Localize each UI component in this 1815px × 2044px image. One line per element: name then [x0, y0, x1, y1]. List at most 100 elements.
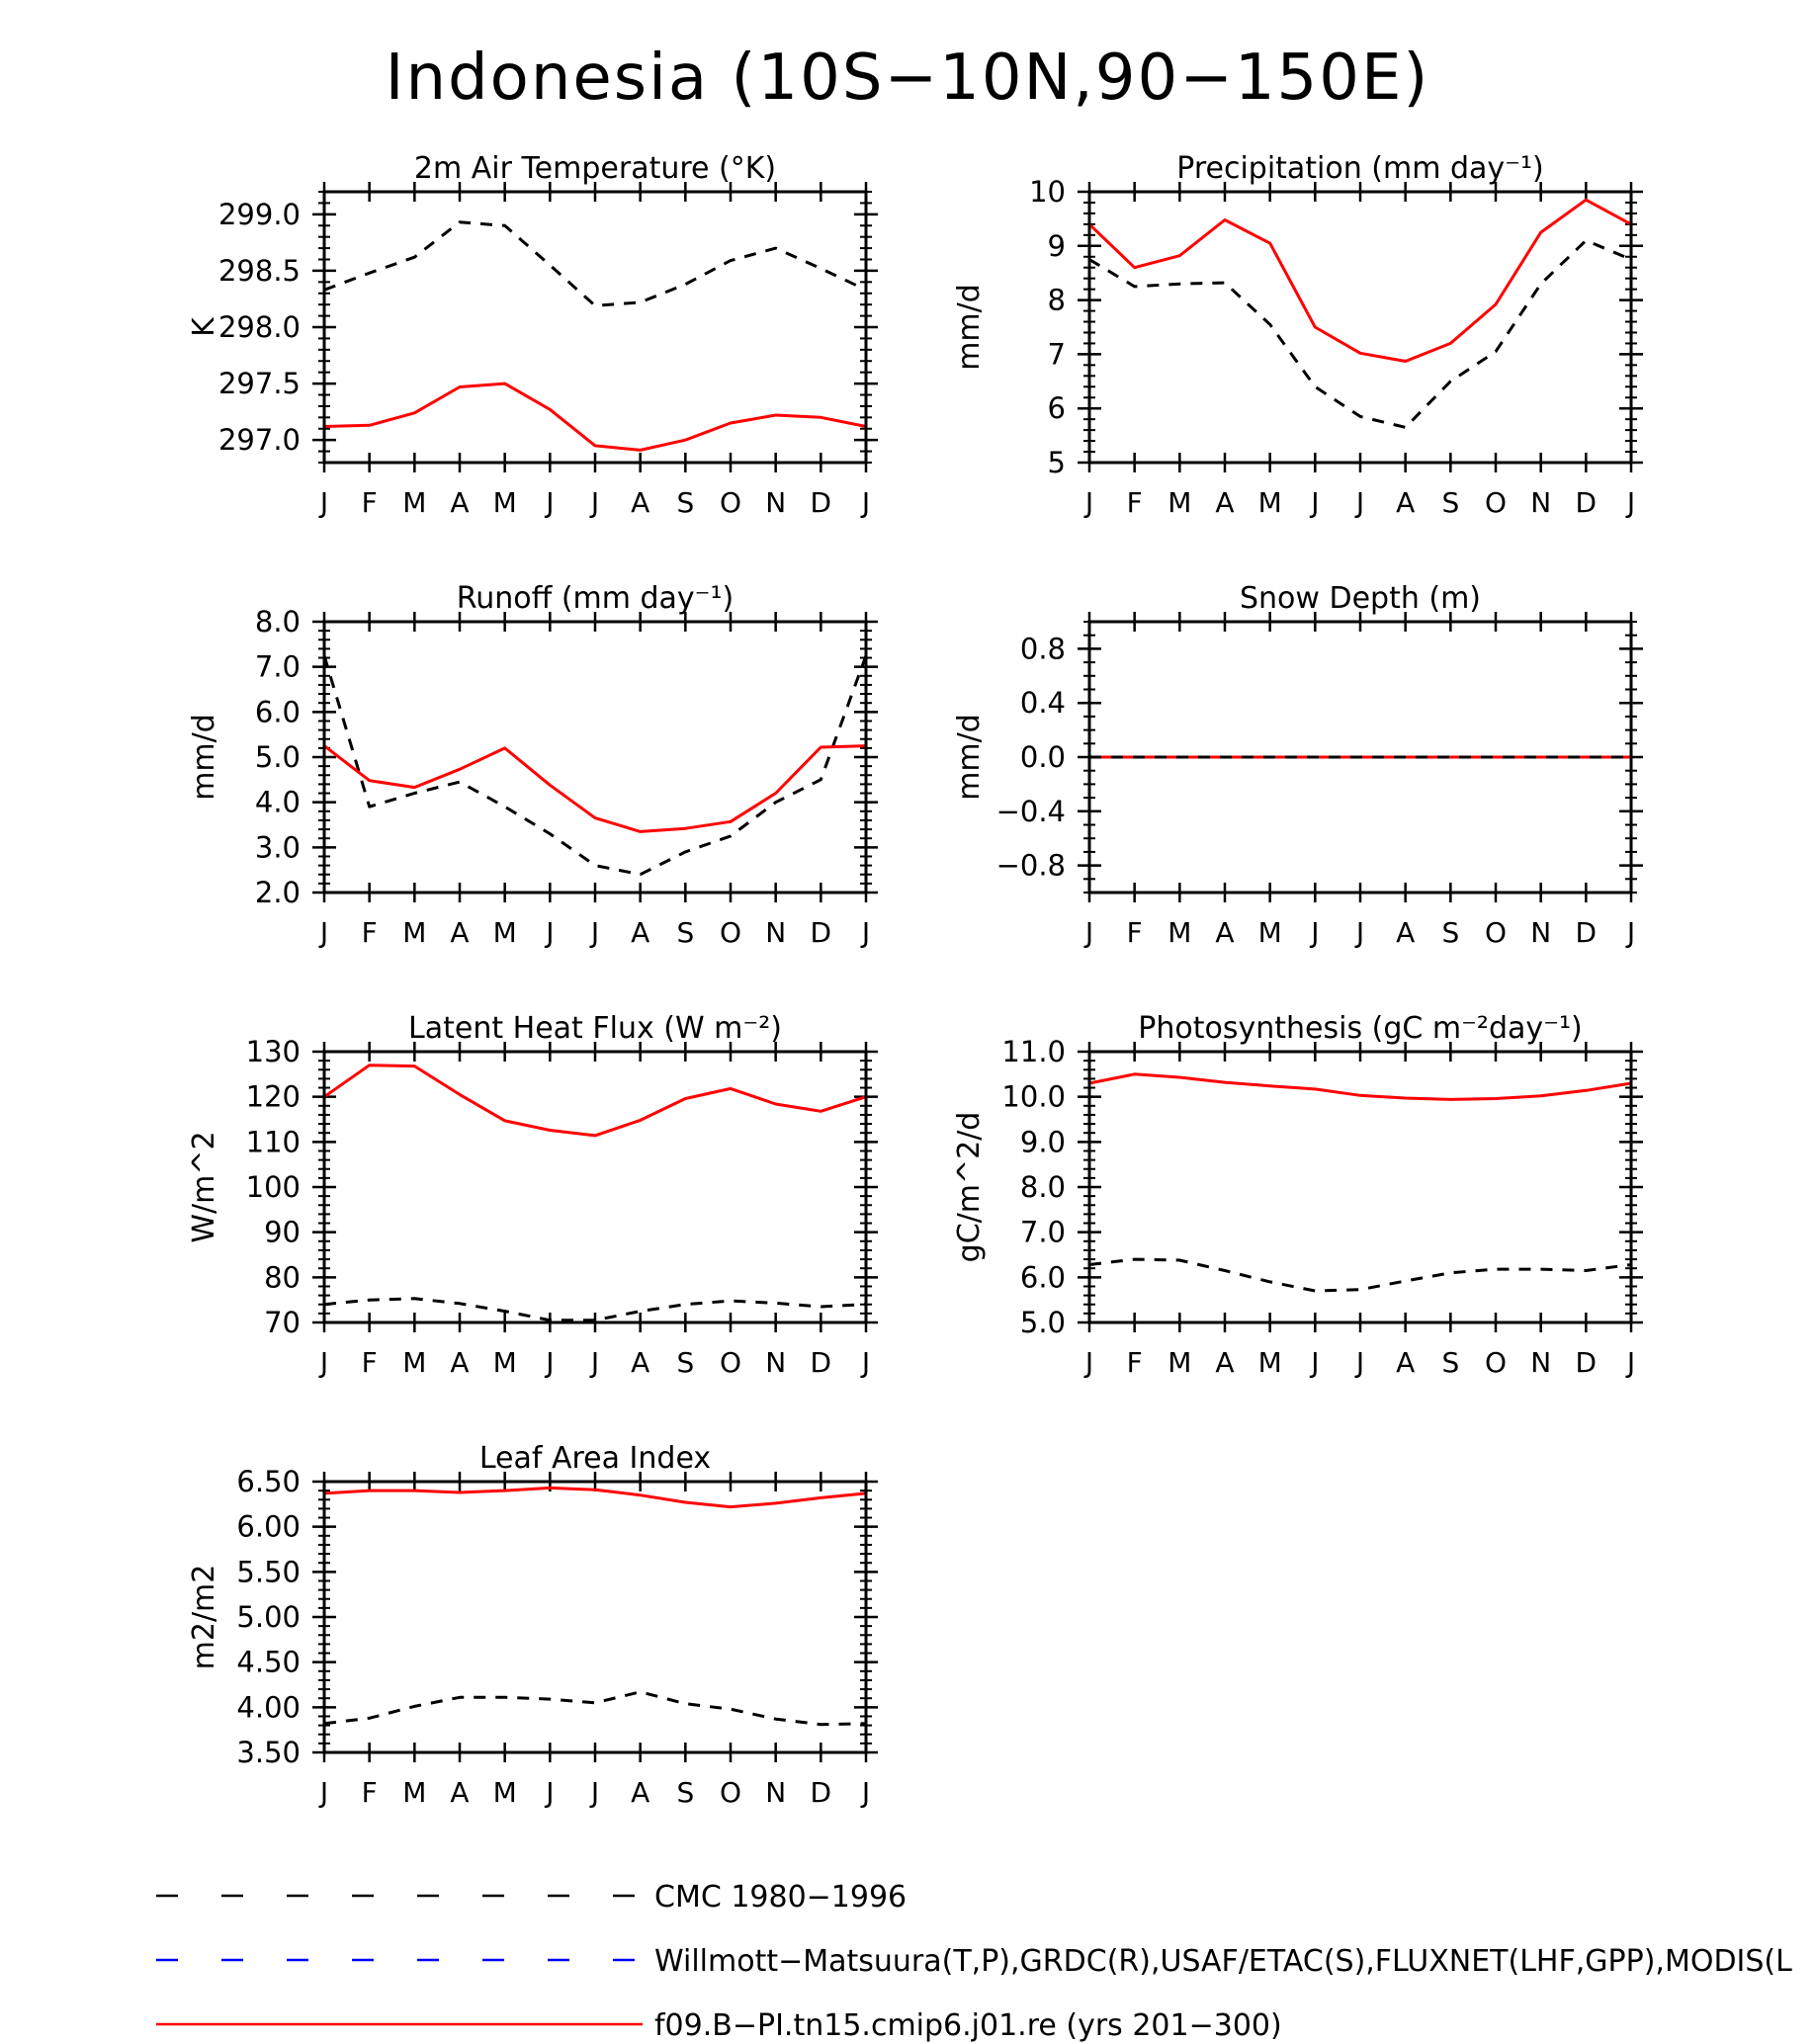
chart-title: Latent Heat Flux (W m⁻²): [408, 1011, 782, 1046]
y-tick-label: 6: [1048, 391, 1066, 425]
chart-title: Snow Depth (m): [1240, 581, 1481, 616]
x-tick-label: F: [362, 486, 378, 519]
y-tick-label: 2.0: [255, 876, 301, 909]
y-tick-label: 100: [246, 1170, 301, 1204]
chart-panel-3: Runoff (mm day⁻¹)mm/dJ F M A M J J A S O N D J2.03.0…: [187, 581, 878, 949]
y-tick-label: 4.50: [236, 1646, 301, 1679]
x-tick-label: O: [720, 1776, 741, 1809]
y-tick-label: 0.0: [1020, 740, 1066, 774]
x-tick-label: J: [589, 1776, 599, 1809]
x-tick-label: M: [402, 1346, 426, 1379]
x-tick-label: O: [1485, 1346, 1507, 1379]
y-axis-label: K: [187, 316, 221, 337]
y-tick-label: 5.00: [236, 1600, 301, 1634]
x-tick-label: S: [1441, 486, 1459, 519]
y-tick-label: 130: [246, 1035, 301, 1068]
y-tick-label: 110: [246, 1125, 301, 1158]
x-tick-label: J: [589, 916, 599, 949]
y-tick-label: 297.5: [218, 367, 301, 400]
y-tick-label: 3.50: [236, 1736, 301, 1769]
x-tick-label: M: [1167, 1346, 1191, 1379]
x-tick-label: D: [1576, 486, 1598, 519]
x-tick-label: F: [1127, 486, 1143, 519]
x-tick-label: J: [589, 486, 599, 519]
x-tick-label: A: [450, 1346, 469, 1379]
x-tick-label: O: [720, 486, 741, 519]
x-tick-label: F: [1127, 1346, 1143, 1379]
x-tick-label: A: [450, 486, 469, 519]
y-tick-label: 4.0: [255, 786, 301, 819]
x-tick-label: J: [318, 486, 328, 519]
series-line-model: [1088, 1072, 1632, 1101]
x-tick-label: F: [362, 1776, 378, 1809]
plot-frame: [322, 620, 868, 894]
y-tick-label: 299.0: [218, 198, 301, 231]
y-tick-label: 6.0: [255, 695, 301, 728]
y-tick-label: 297.0: [218, 423, 301, 457]
y-tick-label: 9: [1048, 229, 1066, 263]
y-tick-label: 70: [264, 1306, 301, 1339]
x-tick-label: S: [1441, 1346, 1459, 1379]
series-line-model: [323, 1064, 867, 1138]
series-line-model: [323, 1486, 867, 1509]
x-tick-label: M: [402, 916, 426, 949]
chart-title: Photosynthesis (gC m⁻²day⁻¹): [1138, 1011, 1582, 1046]
x-tick-label: A: [450, 916, 469, 949]
y-tick-label: 90: [264, 1216, 301, 1249]
x-tick-label: A: [631, 916, 649, 949]
y-tick-label: 0.4: [1020, 686, 1066, 720]
x-tick-label: A: [631, 1776, 649, 1809]
y-tick-label: 7: [1048, 337, 1066, 371]
y-tick-label: 9.0: [1020, 1125, 1066, 1158]
chart-panel-4: Snow Depth (m)mm/dJ F M A M J J A S O N D J−0.8−0.40…: [952, 581, 1643, 949]
x-tick-label: O: [1485, 916, 1507, 949]
x-tick-label: J: [318, 1776, 328, 1809]
y-tick-label: −0.4: [996, 795, 1066, 828]
plot-frame: [322, 1050, 868, 1324]
chart-panel-5: Latent Heat Flux (W m⁻²)W/m^2J F M A M J J A S O N…: [187, 1011, 878, 1379]
chart-title: Leaf Area Index: [479, 1441, 711, 1476]
y-axis-label: mm/d: [952, 284, 987, 371]
x-tick-label: A: [450, 1776, 469, 1809]
x-tick-label: D: [811, 1776, 832, 1809]
x-tick-label: N: [765, 916, 786, 949]
x-tick-label: D: [811, 1346, 832, 1379]
x-tick-label: J: [1309, 916, 1319, 949]
legend: CMC 1980−1996 Willmott−Matsuura(T,P),GRD…: [156, 1880, 1792, 2043]
x-tick-label: N: [765, 486, 786, 519]
series-line-model: [1087, 198, 1632, 363]
x-tick-label: A: [1396, 1346, 1415, 1379]
plot-frame: [322, 1480, 868, 1754]
x-tick-label: J: [1309, 486, 1319, 519]
x-tick-label: O: [720, 916, 741, 949]
x-tick-label: J: [860, 486, 870, 519]
series-line-cmc: [323, 1297, 867, 1322]
x-tick-label: J: [1083, 486, 1093, 519]
x-tick-label: N: [1530, 486, 1551, 519]
y-tick-label: 298.5: [218, 254, 301, 288]
x-tick-label: J: [1083, 916, 1093, 949]
x-tick-label: N: [765, 1776, 786, 1809]
x-tick-label: S: [676, 916, 694, 949]
x-tick-label: M: [1258, 486, 1282, 519]
y-tick-label: 3.0: [255, 830, 301, 864]
x-tick-label: F: [362, 1346, 378, 1379]
series-line-cmc: [323, 1690, 867, 1727]
x-tick-label: J: [1625, 486, 1635, 519]
x-tick-label: J: [544, 486, 554, 519]
y-tick-label: 5.50: [236, 1555, 301, 1588]
x-tick-label: M: [493, 916, 517, 949]
plot-frame: [322, 190, 868, 465]
x-tick-label: J: [1625, 1346, 1635, 1379]
x-tick-label: J: [318, 1346, 328, 1379]
plot-frame: [1087, 190, 1633, 465]
x-tick-label: A: [1396, 486, 1415, 519]
x-tick-label: J: [860, 1346, 870, 1379]
x-tick-label: S: [1441, 916, 1459, 949]
plot-frame: [1087, 620, 1633, 894]
legend-label-cmc: CMC 1980−1996: [654, 1880, 907, 1915]
chart-panels: 2m Air Temperature (°K)KJ F M A M J J A S O N D J297…: [187, 151, 1643, 1809]
x-tick-label: A: [631, 1346, 649, 1379]
y-tick-label: 120: [246, 1080, 301, 1114]
